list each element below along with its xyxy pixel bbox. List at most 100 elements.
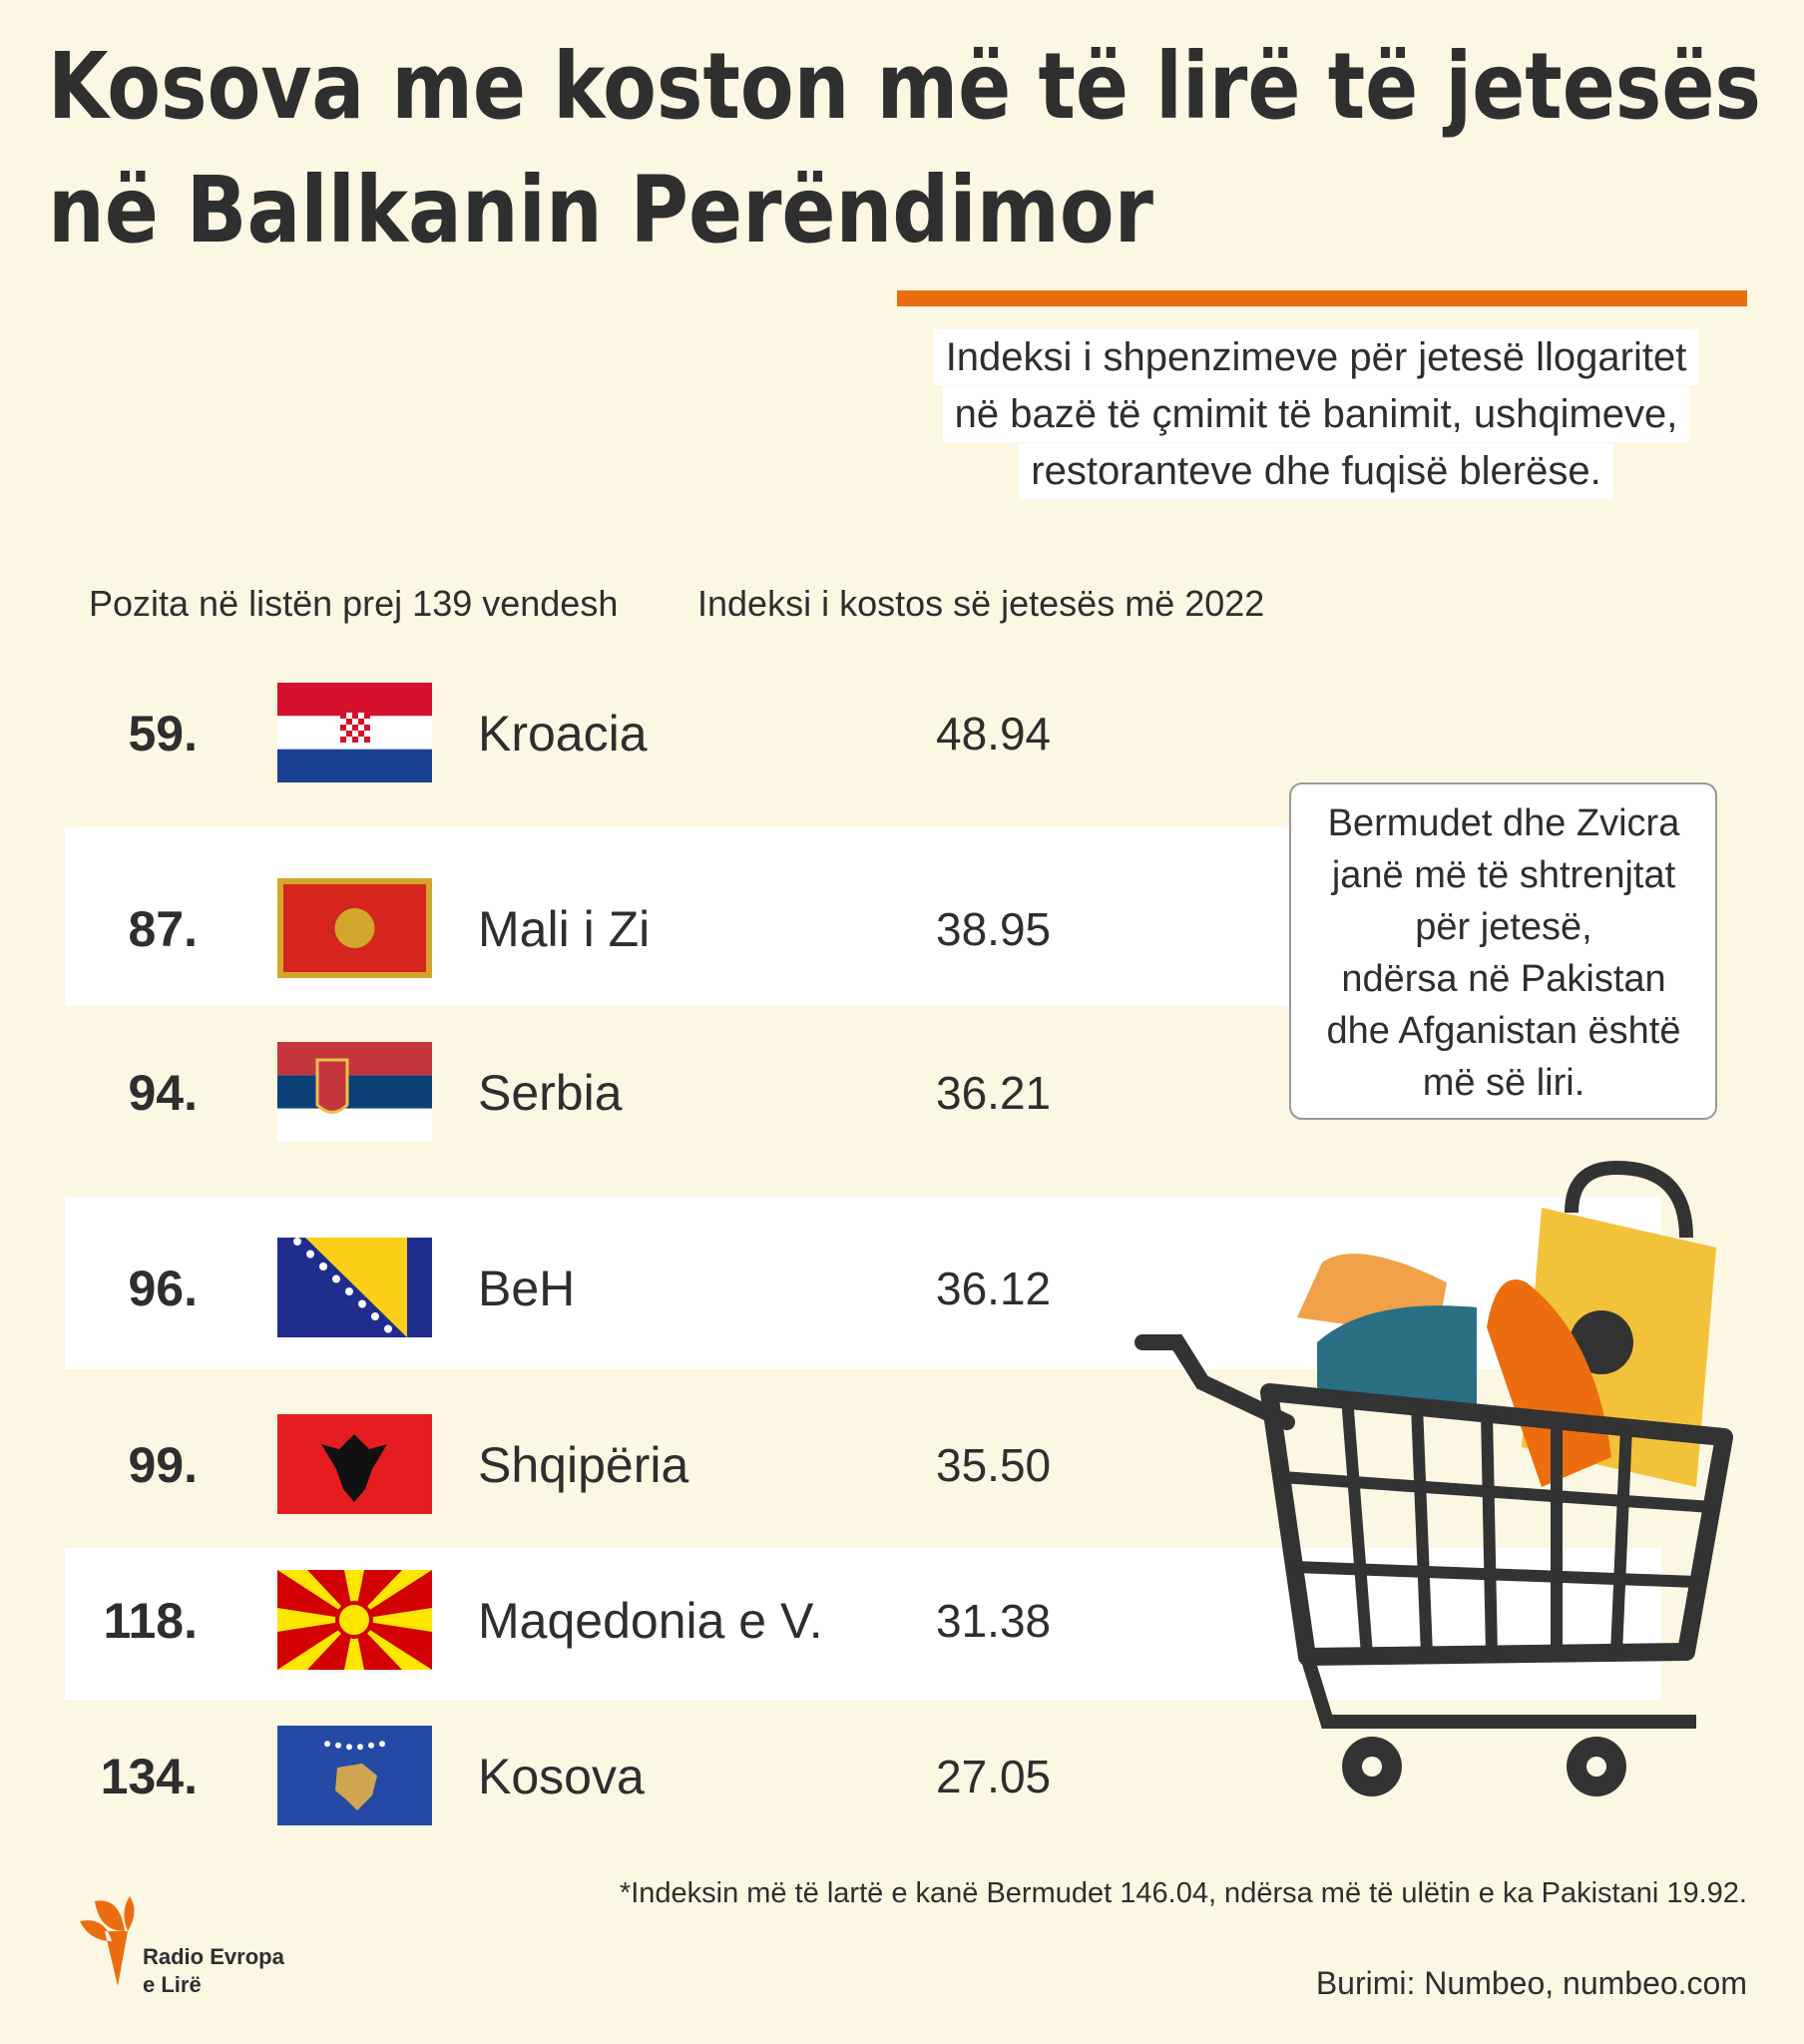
note-line: për jetesë, [1415,906,1591,948]
flag-part [344,1570,364,1620]
flag-part [332,1275,340,1283]
country: Kroacia [478,706,648,762]
flag-part [277,1042,432,1076]
column-header: Indeksi i kostos së jetesës më 2022 [697,583,1264,624]
index-value: 31.38 [936,1595,1051,1647]
footnote: *Indeksin më të lartë e kanë Bermudet 14… [620,1877,1747,1909]
rank: 59. [128,706,198,762]
flag-part [358,719,364,725]
flag-part [352,737,358,743]
country: Kosova [478,1749,645,1804]
flag-part [345,1287,353,1295]
index-value: 27.05 [936,1751,1051,1802]
table-row: 96. BeH 36.12 [128,1238,1051,1337]
description-bg [942,386,1690,442]
description-line: Indeksi i shpenzimeve për jetesë llogari… [946,335,1687,379]
index-value: 48.94 [936,708,1051,760]
table: 59. Kroacia 48.94 87. Mali i Zi 38.95 94. Serbi… [101,683,1051,1825]
flag-part [346,731,352,737]
index-value: 38.95 [936,903,1051,955]
note-line: më së liri. [1423,1062,1585,1104]
flag-part [352,725,358,731]
flag-part [340,731,346,737]
source: Burimi: Numbeo, numbeo.com [1316,1965,1747,2001]
flag-part [371,1312,379,1320]
flag-part [354,1620,432,1670]
rank: 94. [128,1065,198,1121]
flag-part [354,1608,432,1632]
flag-part [357,1744,363,1751]
flag-part [321,1434,387,1502]
rank: 96. [128,1261,198,1316]
rank: 87. [128,901,198,957]
description: Indeksi i shpenzimeve për jetesë llogari… [933,329,1699,499]
note-line: ndërsa në Pakistan [1341,958,1665,1000]
flag-part [277,1608,354,1632]
flag-part [346,713,352,719]
flag-part [368,1742,374,1749]
flag [277,1726,432,1825]
note-line: dhe Afganistan është [1327,1010,1681,1052]
rank: 118. [103,1593,198,1649]
flag-part [358,713,364,719]
note: Bermudet dhe Zvicra janë më të shtrenjtat… [1327,802,1681,1104]
flag-part [364,725,370,731]
flag-part [277,1620,354,1670]
flag-part [346,1744,352,1751]
description-line: në bazë të çmimit të banimit, ushqimeve, [955,392,1678,436]
table-row: 99. Shqipëria 35.50 [128,1414,1051,1514]
flag [277,1042,432,1142]
description-line: restoranteve dhe fuqisë blerëse. [1031,449,1600,493]
flag-part [364,719,370,725]
title-line: Kosova me koston më të lirë të jetesës [48,33,1761,140]
flag-part [384,1324,392,1333]
note-box [1289,782,1717,1120]
flag-part [335,1601,373,1639]
accent-rule [897,290,1747,306]
index-value: 36.12 [936,1263,1051,1314]
table-row: 134. Kosova 27.05 [101,1726,1051,1825]
flag-part [340,737,346,743]
flag-part [352,713,358,719]
flag-part [277,749,432,782]
flag-part [346,719,352,725]
table-row: 87. Mali i Zi 38.95 [128,878,1051,978]
index-value: 36.21 [936,1067,1051,1119]
flag-part [358,1299,366,1308]
flag-part [334,908,375,948]
logo-text: Radio Evropa [143,1944,285,1969]
logo: Radio Evropa e Lirë [80,1896,285,1997]
flag-part [352,731,358,737]
flag-part [277,683,432,717]
country: Maqedonia e V. [478,1593,823,1649]
flag-part [346,737,352,743]
flag-part [319,1263,327,1271]
table-row: 59. Kroacia 48.94 [128,683,1051,782]
flag-part [346,725,352,731]
flag-part [340,719,346,725]
description-bg [933,329,1699,385]
rank: 134. [101,1749,198,1804]
flag-part [379,1741,385,1748]
flag [277,1414,432,1514]
table-row: 94. Serbia 36.21 [128,1042,1051,1142]
flag-part [277,1570,354,1620]
flag-part [354,1570,432,1620]
note-line: janë më të shtrenjtat [1331,854,1676,896]
flag-part [358,725,364,731]
logo-text: e Lirë [143,1972,202,1997]
title-line: në Ballkanin Perëndimor [48,157,1154,263]
flag-part [364,731,370,737]
country: Shqipëria [478,1437,688,1493]
flag-part [293,1238,301,1246]
flag-part [340,725,346,731]
index-value: 35.50 [936,1439,1051,1491]
flag-part [277,1075,432,1109]
flag-part [364,737,370,743]
flag-part [335,1742,341,1749]
flag-part [364,713,370,719]
flag-part [358,737,364,743]
flag-part [352,719,358,725]
column-header: Pozita në listën prej 139 vendesh [89,583,618,624]
